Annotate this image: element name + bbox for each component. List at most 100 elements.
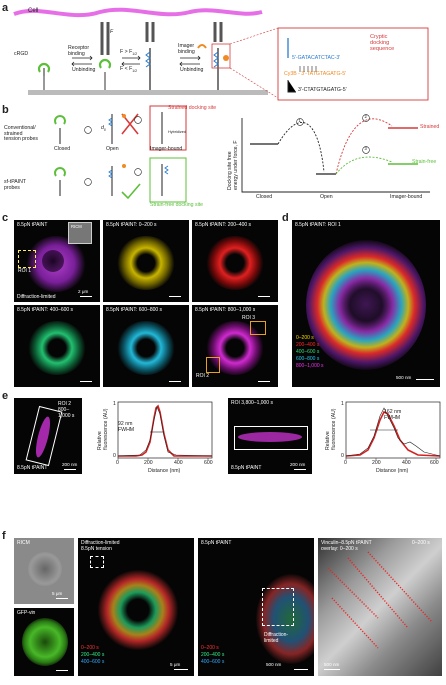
strained-docking-label: Strained docking site [168,105,217,111]
micrograph-roi3: ROI 3,800–1,000 s 8.5pN tPAINT 200 nm [228,398,312,474]
roi2-ytick-1: 1 [113,401,116,407]
roi2-scale-bar [64,469,76,471]
roi3-xtick-0: 0 [344,460,347,466]
roi2-plot-ylabel: Relative fluorescence (AU) [97,408,109,450]
ricm-scale-label: 5 μm [52,591,63,596]
sf-tpaint-probes-label: sf-tPAINT probes [4,179,27,191]
roi3-fwhm-label: 162 nm FWHM [384,409,402,421]
tile1-subtitle: Diffraction-limited [17,294,56,300]
tile2-title: 8.5pN tPAINT: 0–200 s [106,222,157,228]
gfp-vinculin-label: GFP-vin [17,610,36,616]
cell-membrane [13,7,263,18]
receptor-binding-label: Receptor binding [68,45,90,57]
unbinding-label-1: Unbinding [72,67,96,73]
tpaint-legend-200-400s: 200–400 s [201,652,225,658]
roi3-label: ROI 3 [242,315,256,321]
force-lt-label: F < F1/2 [120,66,138,74]
micrograph-gfp-vinculin: GFP-vin [14,608,74,676]
roi2-xtick-600: 600 [204,460,213,466]
legend-200-400s: 200–400 s [296,342,320,348]
strain-free-docking-label: Strain-free docking site [150,202,204,208]
roi1-composite-title: 8.5pN tPAINT: ROI 1 [295,222,341,228]
diff-legend-200-400s: 200–400 s [81,652,105,658]
micrograph-diffraction-limited-tension: Diffraction-limited 8.5pN tension 0–200 … [78,538,194,676]
panel-label-d: d [282,212,289,224]
roi3-scale-bar [294,469,306,471]
tile4-title: 8.5pN tPAINT: 400–600 s [17,307,74,313]
panel-label-b: b [2,104,9,116]
micrograph-0-200s: 8.5pN tPAINT: 0–200 s [103,220,189,302]
scale-bar-500nm [416,379,434,381]
diff-tension-title: Diffraction-limited 8.5pN tension [81,540,120,552]
imager-bound-label-top: Imager-bound [150,146,183,152]
energy-closed-label: Closed [256,194,273,200]
roi3-xtick-600: 600 [430,460,439,466]
tpaint-inset-box [262,588,294,626]
cryptic-docking-title: Cryptic docking sequence [370,34,395,53]
roi2-xtick-200: 200 [144,460,153,466]
tile3-scale-bar [258,296,270,298]
micrograph-diffraction-limited: 8.5pN tPAINT Diffraction-limited RICM RO… [14,220,100,302]
ricm-scale-bar [56,598,68,600]
roi3-plot-xlabel: Distance (nm) [376,468,409,474]
sequence-top: 5'-GATACATCTAC-3' [292,55,341,61]
roi3-ytick-1: 1 [341,401,344,407]
panel-label-a: a [2,2,9,14]
energy-strained-label: Strained [420,124,440,130]
conventional-probes-label: Conventional/ strained tension probes [4,125,39,143]
roi3-xtick-400: 400 [402,460,411,466]
energy-step-2: 2 [364,114,367,119]
micrograph-ricm: RICM 5 μm [14,538,74,604]
roi1-box [18,250,36,268]
imager-binding-label: Imager binding [178,43,195,55]
legend-400-600s: 400–600 s [296,349,320,355]
energy-step-1: 1 [298,118,301,123]
tile6-title: 8.5pN tPAINT: 800–1,000 s [195,307,256,313]
legend-0-200s: 0–200 s [296,335,314,341]
micrograph-400-600s: 8.5pN tPAINT: 400–600 s [14,305,100,387]
micrograph-roi2: ROI 2 800– 1,000 s 8.5pN tPAINT 200 nm [14,398,82,474]
closed-label-top: Closed [54,146,71,152]
diff-legend-0-200s: 0–200 s [81,645,99,651]
tpaint-legend-0-200s: 0–200 s [201,645,219,651]
roi1-label: ROI 1 [18,268,32,274]
diff-scale-label: 5 μm [170,662,181,667]
substrate [28,90,268,95]
micrograph-vinculin-overlay: Vinculin–8.5pN tPAINT overlay: 0–200 s 0… [318,538,442,676]
tile5-scale-bar [169,381,181,383]
roi3-plot-ylabel: Relative fluorescence (AU) [325,408,337,450]
tile5-title: 8.5pN tPAINT: 600–800 s [106,307,163,313]
tile2-scale-bar [169,296,181,298]
overlay-scale-label: 500 nm [324,662,340,667]
scale-bar-500nm-label: 500 nm [396,375,412,380]
roi2-ytick-0: 0 [113,453,116,459]
roi3-box [250,321,266,335]
roi2-scale-label: 200 nm [62,462,78,467]
force-gt-label: F > F1/2 [120,49,138,57]
roi2-xtick-0: 0 [116,460,119,466]
diff-legend-400-600s: 400–600 s [81,659,105,665]
force-f-label: F [110,29,114,35]
tpaint-title: 8.5pN tPAINT [201,540,232,546]
micrograph-roi1-composite: 8.5pN tPAINT: ROI 1 0–200 s 200–400 s 40… [292,220,440,387]
panel-a-schematic [13,7,429,101]
scale-bar-2um-label: 2 μm [78,289,89,294]
energy-y-axis-label: Docking site free energy under force, F [227,140,239,190]
energy-step-3: 3 [364,146,367,151]
tpaint-scale-label: 500 nm [266,662,282,667]
ricm-inset: RICM [68,222,92,244]
tile6-scale-bar [258,381,270,383]
tpaint-inset-label: Diffraction- limited [264,632,289,644]
energy-imager-bound-label: Imager-bound [390,194,423,200]
tpaint-legend-400-600s: 400–600 s [201,659,225,665]
crgd-label: cRGD [14,51,29,57]
diff-scale-bar [174,669,188,671]
roi3-title: ROI 3,800–1,000 s [231,400,273,406]
legend-800-1000s: 800–1,000 s [296,363,324,369]
cell-label: Cell [28,8,39,14]
roi3-ytick-0: 0 [341,453,344,459]
panel-label-c: c [2,212,9,224]
panel-label-e: e [2,390,9,402]
overlay-scale-bar [324,669,340,671]
sequence-imager: Cy3B - 3'-TATGTAGATG-5' [284,71,347,77]
